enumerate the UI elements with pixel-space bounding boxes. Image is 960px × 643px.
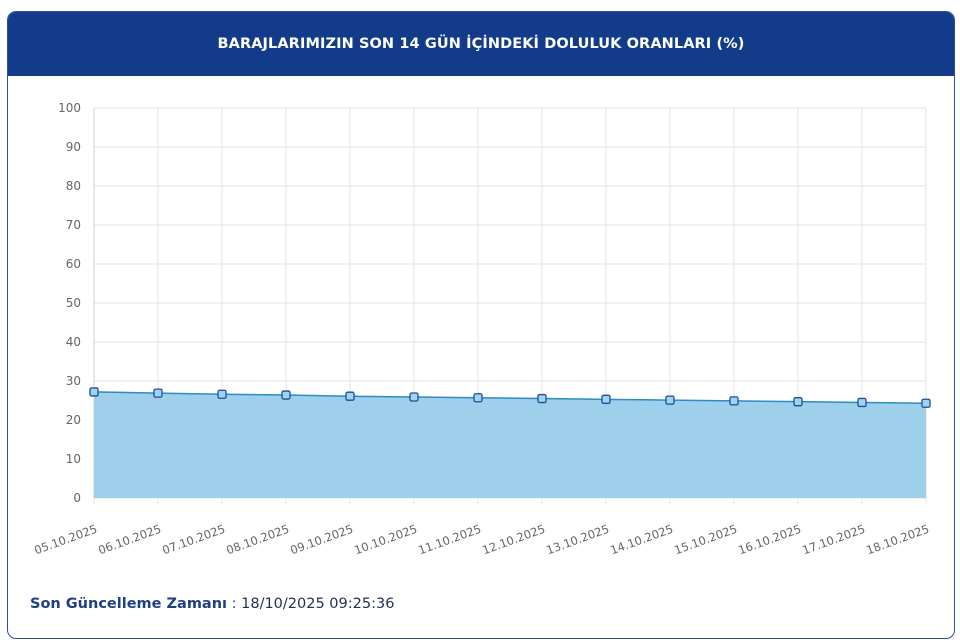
y-tick-label: 80 (66, 179, 81, 193)
data-point (345, 391, 355, 401)
series-area (94, 391, 926, 498)
x-tick-label: 15.10.2025 (672, 522, 739, 558)
y-tick-label: 40 (66, 335, 81, 349)
y-tick-label: 100 (58, 101, 81, 115)
x-tick-label: 16.10.2025 (736, 522, 803, 558)
x-tick-label: 06.10.2025 (96, 522, 163, 558)
last-update-value: 18/10/2025 09:25:36 (241, 596, 395, 612)
chart-svg: 0 10 20 30 40 50 60 70 80 90 100 05.10.202506.10.20… (32, 101, 931, 558)
last-update-label: Son Güncelleme Zamanı (30, 596, 228, 612)
y-tick-label: 60 (66, 257, 81, 271)
data-point (729, 396, 739, 406)
data-point (473, 393, 483, 403)
x-tick-label: 13.10.2025 (544, 522, 611, 558)
card-header: BARAJLARIMIZIN SON 14 GÜN İÇİNDEKİ DOLUL… (8, 12, 954, 76)
x-tick-label: 05.10.2025 (32, 522, 99, 558)
y-tick-label: 50 (66, 296, 81, 310)
y-tick-label: 30 (66, 374, 81, 388)
x-tick-label: 11.10.2025 (416, 522, 483, 558)
x-tick-label: 17.10.2025 (800, 522, 867, 558)
data-point (537, 393, 547, 404)
last-update: Son Güncelleme Zamanı : 18/10/2025 09:25… (30, 596, 394, 612)
data-point (153, 388, 163, 398)
y-tick-label: 20 (66, 413, 81, 427)
x-tick-label: 09.10.2025 (288, 522, 355, 558)
data-point (601, 394, 611, 404)
y-tick-label: 70 (66, 218, 81, 232)
x-tick-label: 08.10.2025 (224, 522, 291, 558)
data-point (409, 392, 419, 402)
x-tick-label: 12.10.2025 (480, 522, 547, 558)
data-point (665, 395, 675, 405)
x-tick-label: 14.10.2025 (608, 522, 675, 558)
data-point (217, 389, 227, 399)
x-tick-label: 18.10.2025 (864, 522, 931, 558)
y-tick-label: 90 (66, 140, 81, 154)
x-tick-label: 07.10.2025 (160, 522, 227, 558)
chart-card: BARAJLARIMIZIN SON 14 GÜN İÇİNDEKİ DOLUL… (7, 11, 955, 639)
series-line (93, 391, 927, 404)
x-tick-label: 10.10.2025 (352, 522, 419, 558)
data-point (89, 387, 99, 397)
data-point (857, 397, 867, 408)
y-tick-label: 0 (73, 491, 81, 505)
data-point (793, 397, 803, 407)
y-tick-label: 10 (66, 452, 81, 466)
data-point (921, 398, 931, 408)
data-point (281, 390, 291, 400)
chart-title: BARAJLARIMIZIN SON 14 GÜN İÇİNDEKİ DOLUL… (217, 36, 745, 52)
last-update-separator: : (231, 596, 237, 612)
